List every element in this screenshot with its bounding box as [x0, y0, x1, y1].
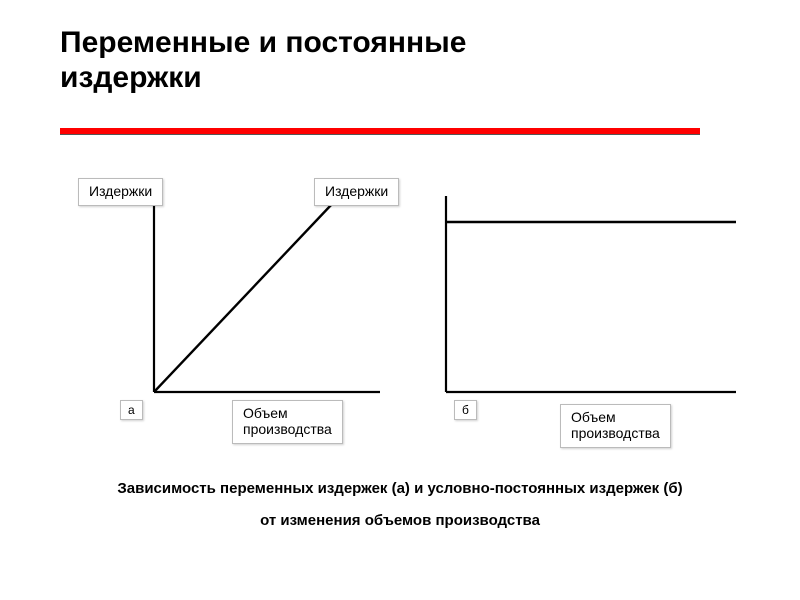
chartA-x-label: Объемпроизводства: [232, 400, 343, 444]
caption-text-2: от изменения объемов производства: [260, 512, 540, 529]
caption-line2: от изменения объемов производства: [100, 512, 700, 529]
chartB-x-label: Объемпроизводства: [560, 404, 671, 448]
slide: Переменные и постоянные издержки Издержк…: [0, 0, 800, 600]
chartB-panel-tag: б: [454, 400, 477, 420]
chartB-panel-letter: б: [462, 403, 469, 417]
chartB-y-label: Издержки: [314, 178, 399, 206]
chartA-series: [154, 204, 332, 392]
caption-text-1: Зависимость переменных издержек (а) и ус…: [117, 480, 682, 497]
chartB-y-label-text: Издержки: [325, 183, 388, 199]
chart-layer: [0, 0, 800, 600]
chartA-panel-letter: а: [128, 403, 135, 417]
caption-line1: Зависимость переменных издержек (а) и ус…: [100, 480, 700, 497]
chartA-panel-tag: а: [120, 400, 143, 420]
chartA-y-label-text: Издержки: [89, 183, 152, 199]
chartA-y-label: Издержки: [78, 178, 163, 206]
